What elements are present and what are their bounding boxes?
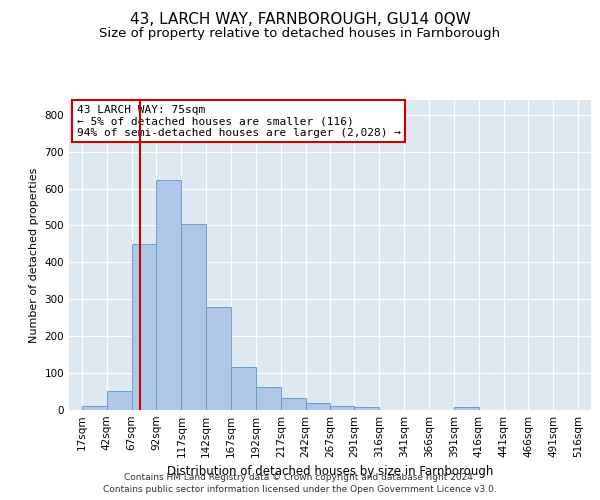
Text: Size of property relative to detached houses in Farnborough: Size of property relative to detached ho… <box>100 28 500 40</box>
Text: 43, LARCH WAY, FARNBOROUGH, GU14 0QW: 43, LARCH WAY, FARNBOROUGH, GU14 0QW <box>130 12 470 28</box>
Bar <box>131 244 157 410</box>
Bar <box>256 387 281 410</box>
Bar <box>181 224 206 410</box>
Bar <box>82 406 107 410</box>
Text: 43 LARCH WAY: 75sqm
← 5% of detached houses are smaller (116)
94% of semi-detach: 43 LARCH WAY: 75sqm ← 5% of detached hou… <box>77 104 401 138</box>
Bar <box>305 404 331 410</box>
Bar <box>331 406 355 410</box>
Y-axis label: Number of detached properties: Number of detached properties <box>29 168 39 342</box>
Bar <box>107 391 131 410</box>
Bar <box>157 180 181 410</box>
Bar <box>281 398 305 410</box>
Bar <box>454 408 479 410</box>
Bar <box>355 407 379 410</box>
X-axis label: Distribution of detached houses by size in Farnborough: Distribution of detached houses by size … <box>167 466 493 478</box>
Text: Contains public sector information licensed under the Open Government Licence v3: Contains public sector information licen… <box>103 485 497 494</box>
Bar <box>206 308 231 410</box>
Bar <box>231 367 256 410</box>
Text: Contains HM Land Registry data © Crown copyright and database right 2024.: Contains HM Land Registry data © Crown c… <box>124 474 476 482</box>
